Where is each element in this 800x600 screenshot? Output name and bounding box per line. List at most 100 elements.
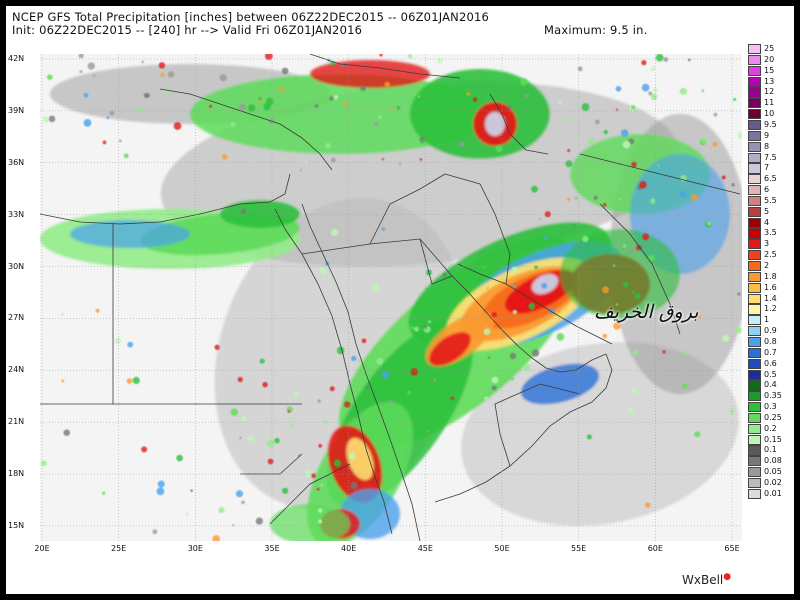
precip-speck [384,81,391,88]
lon-label: 55E [571,544,587,553]
precip-speck [531,349,540,357]
precip-speck [127,341,134,348]
legend-swatch [748,119,761,131]
precip-cell [560,229,680,319]
precip-speck [507,105,512,109]
border-syria-iraq [369,173,446,245]
precip-speck [613,322,621,330]
legend-label: 13 [764,76,775,86]
chart-subtitle: Init: 06Z22DEC2015 -- [240] hr --> Valid… [12,23,363,37]
legend-swatch [748,239,761,250]
legend-swatch [748,87,761,98]
precip-speck [247,434,254,442]
legend-item: 2.5 [748,250,792,261]
precip-cell [485,112,505,136]
precip-speck [565,160,573,168]
precip-speck [267,458,274,465]
border-iran-pak [599,203,681,335]
precip-speck [631,105,636,110]
precip-speck [574,196,578,200]
legend-swatch [748,185,761,196]
precip-speck [333,94,339,100]
precip-speck [564,118,569,122]
precip-speck [534,265,538,270]
precip-speck [531,185,538,193]
precip-speck [247,104,256,112]
precip-speck [653,87,658,93]
legend-item: 0.05 [748,467,792,478]
precip-speck [61,379,65,383]
precip-speck [567,149,571,152]
legend-label: 12 [764,87,775,97]
precip-speck [577,66,583,72]
precip-speck [381,370,390,379]
lon-label: 65E [724,544,740,553]
precip-speck [631,290,636,294]
legend-label: 0.9 [764,326,777,336]
legend-label: 0.4 [764,380,777,390]
precip-speck [733,97,737,101]
lon-label: 60E [647,544,663,553]
precip-speck [279,87,285,93]
legend-swatch [748,44,761,55]
precip-speck [450,396,454,400]
precip-speck [426,430,429,433]
legend-item: 0.2 [748,423,792,434]
precip-speck [484,396,488,400]
precip-speck [304,160,308,165]
legend-swatch [748,65,761,76]
black-sea-coast [309,53,461,79]
lat-label: 18N [8,469,25,479]
precip-speck [293,391,300,397]
legend-item: 0.7 [748,347,792,358]
lat-label: 30N [8,261,25,271]
precip-cell [429,332,471,366]
legend-item: 2 [748,261,792,272]
precip-speck [615,303,618,306]
legend-swatch [748,391,761,402]
legend-item: 0.8 [748,336,792,348]
precip-speck [413,326,419,332]
precipitation-map: 42N 39N 36N 33N 30N 27N 24N 21N 18N 15N 20E 25E 30E… [8,52,750,553]
precip-speck [417,95,421,98]
legend-label: 1 [764,315,770,325]
precip-speck [42,116,50,123]
precip-speck [694,431,701,438]
precip-speck [539,218,542,221]
precip-speck [567,197,571,202]
precip-speck [737,292,741,296]
precip-speck [319,266,328,275]
precip-speck [721,334,730,343]
precip-speck [209,104,213,108]
watermark-text: بروق الخريف [594,301,699,323]
legend-label: 1.8 [764,271,777,281]
precip-speck [287,111,290,114]
precip-speck [381,227,386,231]
precip-field [40,60,750,547]
lon-label: 30E [187,544,203,553]
precip-speck [299,169,303,172]
legend-swatch [748,271,761,283]
lon-label: 40E [341,544,357,553]
precip-speck [520,78,528,86]
legend-item: 13 [748,76,792,87]
precip-speck [381,402,385,406]
legend-swatch [748,54,761,66]
precip-speck [235,490,244,498]
precip-cell [190,74,490,154]
legend-swatch [748,467,761,478]
legend-label: 0.08 [764,456,782,466]
caspian-coast [489,93,549,155]
legend-label: 3.5 [764,228,777,238]
precip-cell [270,504,350,544]
precip-speck [102,140,107,145]
precip-speck [41,460,47,467]
precip-speck [258,97,262,101]
precip-speck [185,512,189,517]
legend-label: 0.1 [764,445,777,455]
lat-label: 36N [8,157,25,167]
legend-item: 0.6 [748,358,792,369]
precip-speck [635,244,642,251]
legend-item: 1.4 [748,293,792,304]
precip-speck [634,293,641,300]
